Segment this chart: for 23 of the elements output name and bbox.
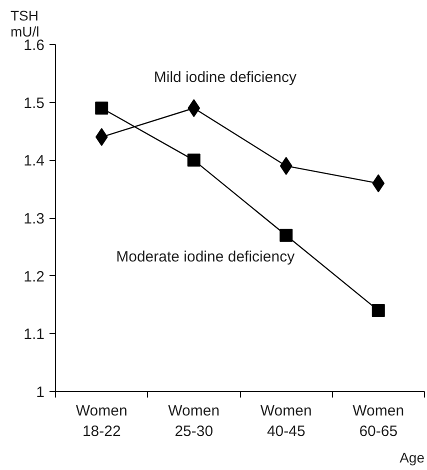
y-tick-label: 1.4 — [24, 152, 45, 170]
y-tick-label: 1.6 — [24, 37, 45, 54]
point — [280, 156, 292, 175]
text: Mild iodine deficiency — [154, 69, 297, 86]
point — [95, 102, 108, 115]
point — [95, 128, 108, 146]
y-tick-label: 1.5 — [24, 94, 45, 112]
point — [372, 174, 385, 192]
point — [188, 99, 200, 118]
point — [280, 228, 293, 242]
point — [372, 304, 385, 318]
x-tick-label: Women 25-30 — [168, 402, 220, 440]
x-tick-label: Women 60-65 — [352, 402, 404, 440]
x-axis-title: Age — [400, 450, 425, 466]
y-tick-label: 1.1 — [24, 326, 45, 344]
y-tick-label: 1.2 — [24, 268, 45, 286]
x-tick-label: Women 18-22 — [76, 402, 128, 440]
series-label: Moderate iodine deficiency — [116, 248, 296, 266]
point — [187, 154, 200, 167]
y-axis-title: TSH mU/l — [10, 8, 40, 40]
y-tick-label: 1.3 — [24, 210, 45, 228]
y-tick-label: 1 — [36, 384, 44, 401]
x-tick-label: Women 40-45 — [260, 402, 312, 440]
